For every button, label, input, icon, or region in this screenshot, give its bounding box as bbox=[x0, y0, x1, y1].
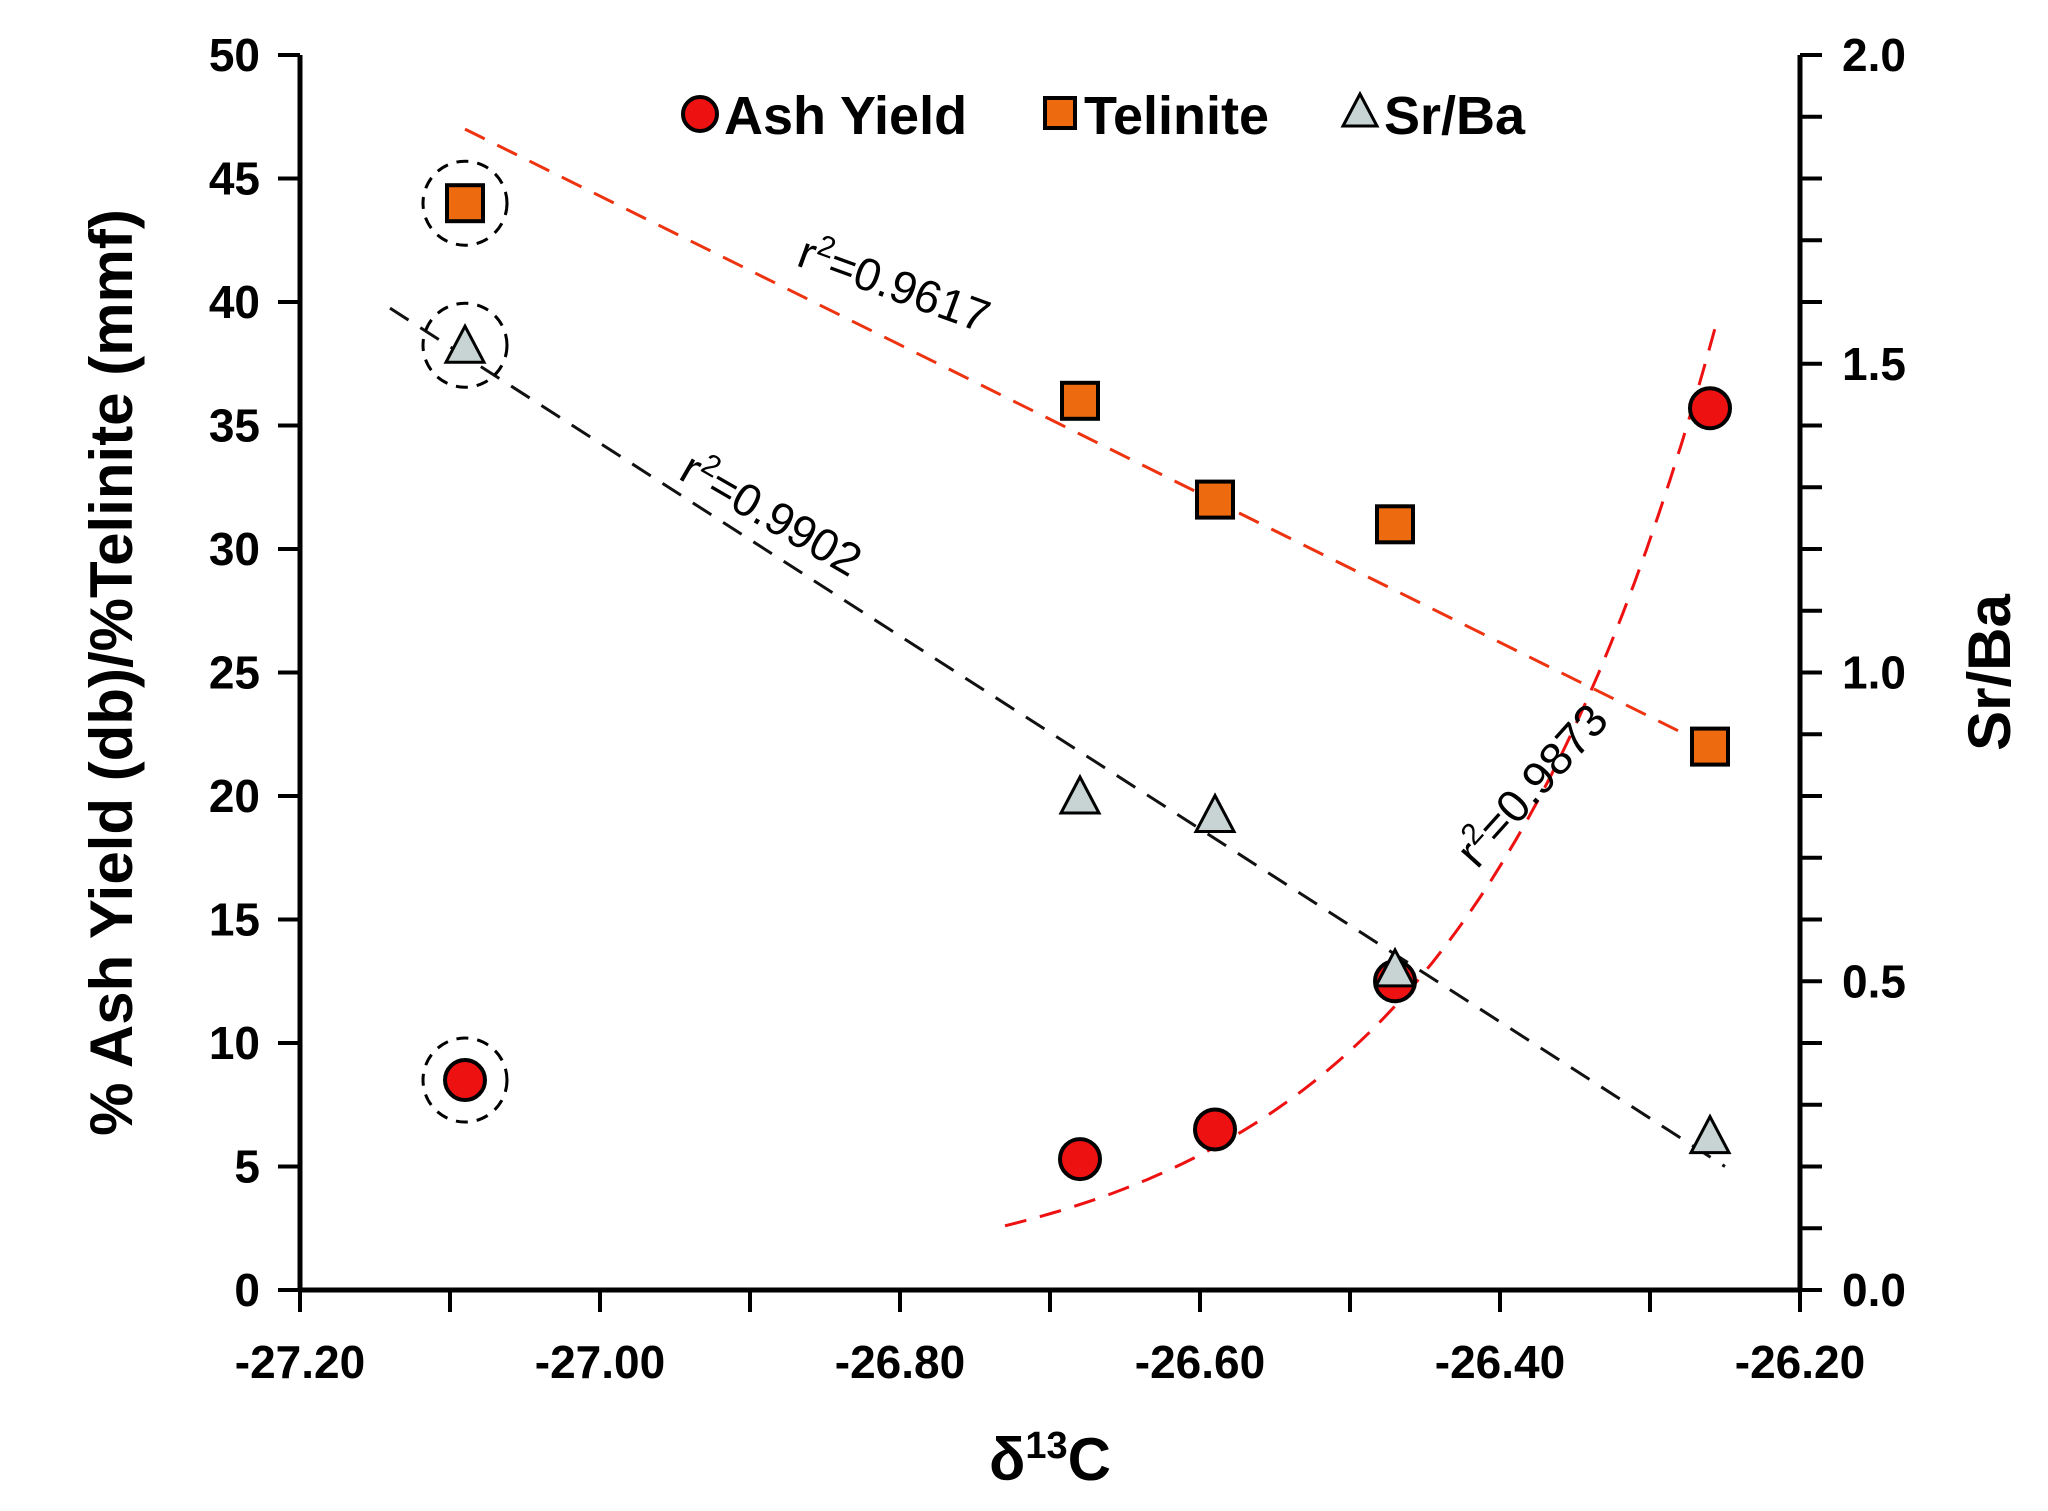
telinite-point bbox=[445, 183, 485, 224]
y-left-tick-label: 25 bbox=[209, 647, 260, 699]
y-left-tick-label: 20 bbox=[209, 770, 260, 822]
legend-item-telinite: Telinite bbox=[1043, 86, 1269, 146]
y-left-tick-label: 30 bbox=[209, 523, 260, 575]
legend-item-ash-yield: Ash Yield bbox=[681, 86, 967, 146]
trendlines bbox=[389, 127, 1726, 1228]
y-left-tick-label: 15 bbox=[209, 894, 260, 946]
y-axis-left-title: % Ash Yield (db)/%Telinite (mmf) bbox=[78, 209, 145, 1136]
y-left-tick-label: 40 bbox=[209, 276, 260, 328]
x-tick-label: -26.60 bbox=[1135, 1336, 1265, 1388]
legend-label-telinite: Telinite bbox=[1084, 86, 1269, 146]
y-right-tick-label: 2.0 bbox=[1842, 29, 1906, 81]
highlight-circles bbox=[421, 159, 509, 1124]
telinite-point bbox=[1195, 479, 1235, 520]
x-tick-label: -27.20 bbox=[235, 1336, 365, 1388]
sr-ba-point bbox=[1058, 773, 1102, 815]
highlight-circle bbox=[421, 1036, 509, 1124]
y-left-tick-label: 10 bbox=[209, 1017, 260, 1069]
sr-ba-point bbox=[1373, 946, 1417, 988]
y-left-tick-label: 5 bbox=[234, 1141, 260, 1193]
ash-yield-point bbox=[443, 1058, 487, 1103]
trendline-labels: r2=0.9617 r2=0.9902 r2=0.9873 bbox=[672, 224, 1618, 877]
y-left-tick-label: 35 bbox=[209, 400, 260, 452]
highlight-circle bbox=[421, 301, 509, 389]
legend-marker-sr-ba bbox=[1340, 90, 1380, 128]
trendline-telinite bbox=[464, 127, 1726, 756]
legend-marker-telinite bbox=[1043, 96, 1077, 130]
y-left-tick-label: 45 bbox=[209, 153, 260, 205]
sr-ba-point bbox=[1193, 792, 1237, 834]
x-axis-title: δ13C bbox=[989, 1425, 1111, 1493]
ash-yield-point bbox=[1058, 1137, 1102, 1182]
r-squared-label-telinite: r2=0.9617 bbox=[792, 224, 998, 343]
trendline-ash-yield bbox=[1004, 318, 1719, 1228]
y-left-tick-label: 0 bbox=[234, 1264, 260, 1316]
y-left-tick-label: 50 bbox=[209, 29, 260, 81]
sr-ba-point bbox=[443, 323, 487, 364]
r-squared-label-ash-yield: r2=0.9873 bbox=[1444, 692, 1618, 876]
x-tick-label: -26.40 bbox=[1435, 1336, 1565, 1388]
trendline-sr-ba bbox=[389, 306, 1726, 1168]
telinite-point bbox=[1060, 380, 1100, 421]
ash-yield-point bbox=[1688, 386, 1732, 431]
y-right-tick-label: 1.0 bbox=[1842, 647, 1906, 699]
highlight-circle bbox=[421, 159, 509, 247]
y-axis-right-title: Sr/Ba bbox=[1956, 594, 2023, 751]
y-right-tick-label: 0.0 bbox=[1842, 1264, 1906, 1316]
x-tick-label: -26.20 bbox=[1735, 1336, 1865, 1388]
x-tick-label: -27.00 bbox=[535, 1336, 665, 1388]
telinite-point bbox=[1375, 504, 1415, 545]
data-points bbox=[443, 183, 1732, 1182]
legend-label-sr-ba: Sr/Ba bbox=[1384, 86, 1526, 146]
x-tick-label: -26.80 bbox=[835, 1336, 965, 1388]
y-right-tick-label: 1.5 bbox=[1842, 338, 1906, 390]
legend-item-sr-ba: Sr/Ba bbox=[1340, 86, 1526, 146]
axes: 0 5 10 15 20 25 30 35 40 45 50 0.0 0.5 1.0 1.5 2.0 -27.2… bbox=[78, 29, 2023, 1493]
telinite-point bbox=[1690, 726, 1730, 767]
r-squared-label-sr-ba: r2=0.9902 bbox=[672, 440, 872, 587]
y-right-tick-label: 0.5 bbox=[1842, 955, 1906, 1007]
legend-label-ash-yield: Ash Yield bbox=[724, 86, 967, 146]
sr-ba-point bbox=[1688, 1113, 1732, 1155]
ash-yield-point bbox=[1193, 1107, 1237, 1152]
legend-marker-ash-yield bbox=[681, 95, 719, 133]
legend: Ash Yield Telinite Sr/Ba bbox=[681, 86, 1526, 146]
